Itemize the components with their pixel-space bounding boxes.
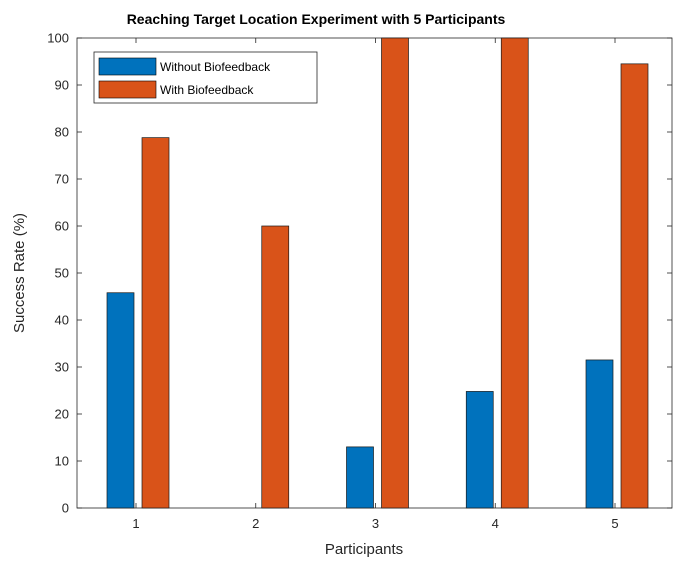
- legend-swatch-without-biofeedback: [98, 57, 157, 76]
- bar-without-biofeedback-4: [465, 391, 494, 509]
- y-axis: 0 10 20 30 40 50 60 70 80 90 100: [47, 31, 672, 516]
- legend: Without Biofeedback With Biofeedback: [93, 51, 318, 104]
- bar-without-biofeedback-1: [106, 292, 135, 509]
- legend-label-with-biofeedback: With Biofeedback: [160, 83, 254, 97]
- bars: [106, 37, 649, 509]
- x-tick-label: 2: [252, 516, 259, 531]
- legend-label-without-biofeedback: Without Biofeedback: [160, 60, 271, 74]
- x-axis: 1 2 3 4 5: [132, 38, 619, 531]
- y-tick-label: 90: [55, 78, 69, 93]
- bar-with-biofeedback-4: [500, 37, 529, 509]
- y-tick-label: 0: [62, 501, 69, 516]
- y-axis-label: Success Rate (%): [11, 213, 28, 333]
- bar-with-biofeedback-2: [261, 225, 290, 509]
- x-tick-label: 3: [372, 516, 379, 531]
- legend-swatch-with-biofeedback: [98, 80, 157, 99]
- y-tick-label: 30: [55, 360, 69, 375]
- plot-frame: [76, 37, 673, 509]
- x-tick-label: 1: [132, 516, 139, 531]
- bar-without-biofeedback-5: [585, 359, 614, 509]
- bar-with-biofeedback-1: [141, 137, 170, 509]
- y-tick-label: 50: [55, 266, 69, 281]
- y-tick-label: 40: [55, 313, 69, 328]
- y-tick-label: 60: [55, 219, 69, 234]
- x-tick-label: 4: [492, 516, 499, 531]
- y-tick-label: 20: [55, 407, 69, 422]
- x-axis-label: Participants: [325, 541, 403, 558]
- bar-without-biofeedback-3: [346, 446, 374, 509]
- y-tick-label: 80: [55, 125, 69, 140]
- chart-title: Reaching Target Location Experiment with…: [127, 11, 506, 27]
- x-tick-label: 5: [611, 516, 618, 531]
- y-tick-label: 70: [55, 172, 69, 187]
- bar-with-biofeedback-3: [381, 37, 409, 509]
- y-tick-label: 100: [47, 31, 69, 46]
- bar-with-biofeedback-5: [620, 63, 649, 509]
- y-tick-label: 10: [55, 454, 69, 469]
